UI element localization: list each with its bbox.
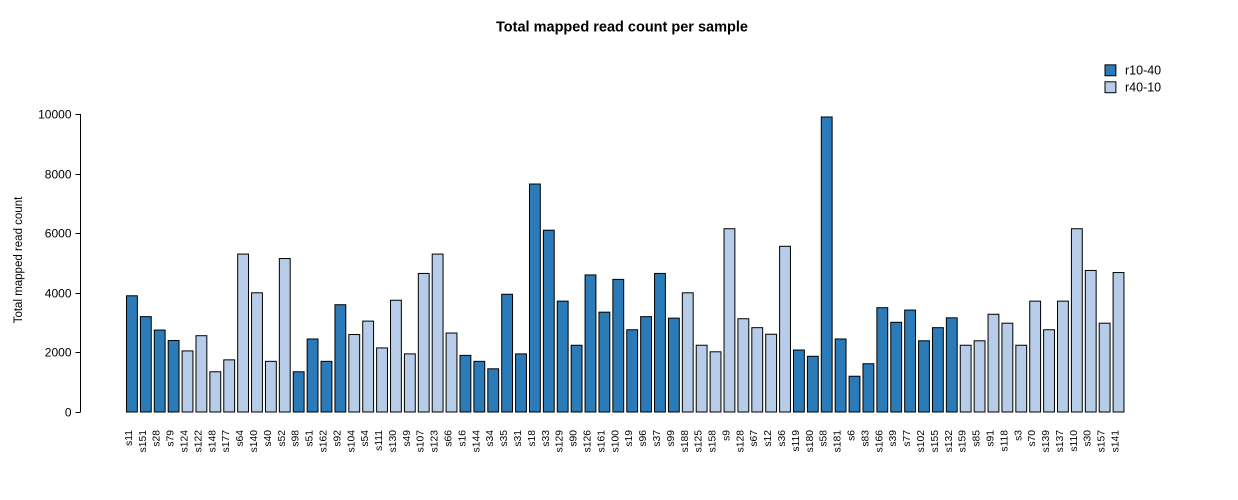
svg-text:s90: s90 xyxy=(569,430,580,447)
svg-text:s110: s110 xyxy=(1069,430,1080,452)
svg-text:s16: s16 xyxy=(457,430,468,447)
svg-text:s122: s122 xyxy=(193,430,204,453)
svg-text:s83: s83 xyxy=(860,430,871,447)
svg-text:4000: 4000 xyxy=(45,287,72,301)
svg-text:s155: s155 xyxy=(930,430,941,453)
svg-text:s123: s123 xyxy=(430,430,441,453)
svg-text:s35: s35 xyxy=(499,430,510,447)
svg-text:Total mapped read count: Total mapped read count xyxy=(13,196,25,323)
svg-text:s130: s130 xyxy=(388,430,399,453)
svg-text:s124: s124 xyxy=(180,430,191,453)
svg-text:6000: 6000 xyxy=(45,227,72,241)
svg-text:r10-40: r10-40 xyxy=(1125,64,1161,78)
svg-text:2000: 2000 xyxy=(45,346,72,360)
svg-text:s132: s132 xyxy=(944,430,955,453)
svg-text:s3: s3 xyxy=(1013,430,1024,441)
svg-text:s144: s144 xyxy=(471,430,482,453)
svg-text:s31: s31 xyxy=(513,430,524,447)
svg-text:s180: s180 xyxy=(805,430,816,453)
svg-text:s49: s49 xyxy=(402,430,413,447)
svg-text:s151: s151 xyxy=(138,430,149,453)
svg-text:s161: s161 xyxy=(596,430,607,453)
svg-text:s166: s166 xyxy=(874,430,885,453)
svg-text:s40: s40 xyxy=(263,430,274,447)
svg-text:Total mapped read count per sa: Total mapped read count per sample xyxy=(496,20,748,36)
svg-text:s66: s66 xyxy=(444,430,455,447)
svg-text:s128: s128 xyxy=(735,430,746,453)
svg-text:s111: s111 xyxy=(374,430,385,451)
svg-text:s96: s96 xyxy=(638,430,649,447)
svg-text:s39: s39 xyxy=(888,430,899,447)
svg-text:s12: s12 xyxy=(763,430,774,447)
svg-text:s107: s107 xyxy=(416,430,427,453)
svg-text:s159: s159 xyxy=(958,430,969,453)
svg-text:s67: s67 xyxy=(749,430,760,447)
svg-text:s79: s79 xyxy=(166,430,177,447)
svg-text:r40-10: r40-10 xyxy=(1125,81,1161,95)
svg-text:s148: s148 xyxy=(207,430,218,453)
svg-text:s51: s51 xyxy=(305,430,316,447)
svg-text:s77: s77 xyxy=(902,430,913,447)
svg-text:s37: s37 xyxy=(652,430,663,447)
svg-text:s54: s54 xyxy=(360,430,371,447)
svg-text:s162: s162 xyxy=(318,430,329,453)
svg-text:s188: s188 xyxy=(680,430,691,453)
svg-text:s28: s28 xyxy=(152,430,163,447)
svg-text:s98: s98 xyxy=(291,430,302,447)
svg-text:s92: s92 xyxy=(332,430,343,447)
svg-text:s91: s91 xyxy=(985,430,996,447)
svg-text:s52: s52 xyxy=(277,430,288,447)
svg-text:s102: s102 xyxy=(916,430,927,453)
svg-text:s125: s125 xyxy=(694,430,705,453)
svg-text:s137: s137 xyxy=(1055,430,1066,453)
svg-text:10000: 10000 xyxy=(38,108,72,122)
svg-text:s11: s11 xyxy=(124,430,135,446)
svg-text:s34: s34 xyxy=(485,430,496,447)
svg-text:s100: s100 xyxy=(610,430,621,453)
svg-text:s99: s99 xyxy=(666,430,677,447)
svg-text:s118: s118 xyxy=(999,430,1010,452)
svg-text:s6: s6 xyxy=(847,430,858,441)
svg-text:0: 0 xyxy=(65,406,72,420)
svg-text:s158: s158 xyxy=(708,430,719,453)
svg-text:s141: s141 xyxy=(1111,430,1122,453)
svg-text:s181: s181 xyxy=(833,430,844,453)
svg-text:s18: s18 xyxy=(527,430,538,447)
svg-text:s119: s119 xyxy=(791,430,802,452)
svg-text:s129: s129 xyxy=(555,430,566,453)
svg-text:s139: s139 xyxy=(1041,430,1052,453)
svg-text:s64: s64 xyxy=(235,430,246,447)
svg-text:s85: s85 xyxy=(972,430,983,447)
svg-text:s140: s140 xyxy=(249,430,260,453)
svg-text:s58: s58 xyxy=(819,430,830,447)
svg-text:s9: s9 xyxy=(721,430,732,441)
svg-text:s70: s70 xyxy=(1027,430,1038,447)
svg-text:8000: 8000 xyxy=(45,168,72,182)
svg-text:s157: s157 xyxy=(1097,430,1108,453)
svg-text:s33: s33 xyxy=(541,430,552,447)
svg-text:s177: s177 xyxy=(221,430,232,453)
svg-text:s19: s19 xyxy=(624,430,635,447)
svg-text:s104: s104 xyxy=(346,430,357,453)
svg-text:s126: s126 xyxy=(582,430,593,453)
svg-text:s36: s36 xyxy=(777,430,788,447)
svg-text:s30: s30 xyxy=(1083,430,1094,447)
